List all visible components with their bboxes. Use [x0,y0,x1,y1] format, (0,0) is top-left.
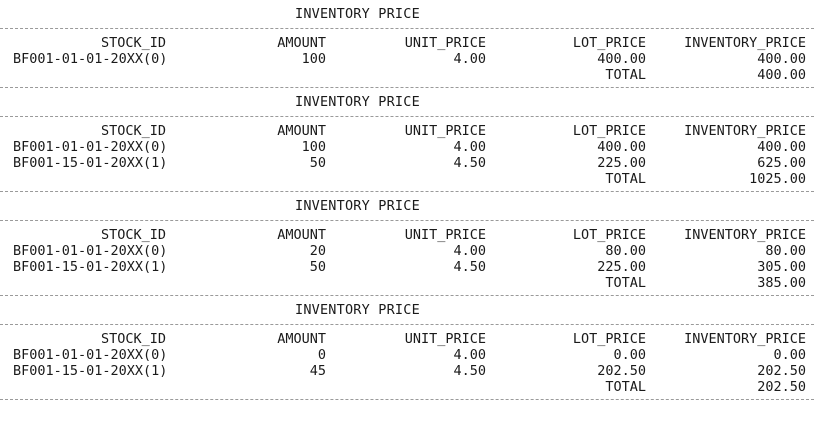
dashed-divider [0,295,814,296]
total-label: TOTAL [605,275,646,291]
table-row: BF001-01-01-20XX(0) 20 4.00 80.00 80.00 [0,243,814,259]
stock-id-cell: BF001-15-01-20XX(1) [13,259,168,275]
total-value: 1025.00 [749,171,806,187]
dashed-divider [0,87,814,88]
unit-price-cell: 4.00 [453,139,486,155]
total-value: 400.00 [757,67,806,83]
lot-price-cell: 225.00 [597,259,646,275]
column-header-lot-price: LOT_PRICE [572,227,646,243]
dashed-divider [0,399,814,400]
inventory-price-cell: 80.00 [765,243,806,259]
total-label: TOTAL [605,171,646,187]
total-label: TOTAL [605,379,646,395]
inventory-price-cell: 625.00 [757,155,806,171]
column-header-lot-price: LOT_PRICE [572,123,646,139]
report-block: INVENTORY PRICE STOCK_ID AMOUNT UNIT_PRICE L… [0,296,814,400]
lot-price-cell: 400.00 [597,139,646,155]
column-header-inventory-price: INVENTORY_PRICE [684,35,806,51]
column-header-unit-price: UNIT_PRICE [404,331,486,347]
inventory-report: INVENTORY PRICE STOCK_ID AMOUNT UNIT_PRICE L… [0,0,814,400]
total-value: 385.00 [757,275,806,291]
total-row: TOTAL 1025.00 [0,171,814,187]
dashed-divider [0,191,814,192]
amount-cell: 50 [309,259,326,275]
report-title-row: INVENTORY PRICE [0,296,814,320]
report-title-row: INVENTORY PRICE [0,192,814,216]
amount-cell: 0 [317,347,326,363]
report-title-row: INVENTORY PRICE [0,0,814,24]
lot-price-cell: 400.00 [597,51,646,67]
column-header-amount: AMOUNT [277,123,326,139]
unit-price-cell: 4.50 [453,155,486,171]
table-row: BF001-15-01-20XX(1) 45 4.50 202.50 202.50 [0,363,814,379]
stock-id-cell: BF001-15-01-20XX(1) [13,155,168,171]
inventory-price-cell: 202.50 [757,363,806,379]
table-header: STOCK_ID AMOUNT UNIT_PRICE LOT_PRICE INVENTO… [0,35,814,51]
stock-id-cell: BF001-01-01-20XX(0) [13,51,168,67]
column-header-stock-id: STOCK_ID [100,331,166,347]
total-value: 202.50 [757,379,806,395]
report-title: INVENTORY PRICE [295,302,420,318]
inventory-price-cell: 400.00 [757,51,806,67]
amount-cell: 50 [309,155,326,171]
table-row: BF001-01-01-20XX(0) 100 4.00 400.00 400.00 [0,51,814,67]
dashed-divider [0,324,814,325]
report-block: INVENTORY PRICE STOCK_ID AMOUNT UNIT_PRICE L… [0,88,814,192]
amount-cell: 20 [309,243,326,259]
stock-id-cell: BF001-01-01-20XX(0) [13,139,168,155]
amount-cell: 100 [301,51,326,67]
lot-price-cell: 0.00 [613,347,646,363]
table-header: STOCK_ID AMOUNT UNIT_PRICE LOT_PRICE INVENTO… [0,227,814,243]
column-header-amount: AMOUNT [277,35,326,51]
column-header-stock-id: STOCK_ID [100,35,166,51]
column-header-amount: AMOUNT [277,331,326,347]
unit-price-cell: 4.00 [453,51,486,67]
report-title: INVENTORY PRICE [295,198,420,214]
report-block: INVENTORY PRICE STOCK_ID AMOUNT UNIT_PRICE L… [0,192,814,296]
column-header-inventory-price: INVENTORY_PRICE [684,123,806,139]
stock-id-cell: BF001-01-01-20XX(0) [13,347,168,363]
total-row: TOTAL 385.00 [0,275,814,291]
column-header-stock-id: STOCK_ID [100,123,166,139]
table-row: BF001-01-01-20XX(0) 100 4.00 400.00 400.00 [0,139,814,155]
lot-price-cell: 202.50 [597,363,646,379]
column-header-unit-price: UNIT_PRICE [404,123,486,139]
inventory-price-cell: 0.00 [773,347,806,363]
unit-price-cell: 4.00 [453,243,486,259]
table-row: BF001-15-01-20XX(1) 50 4.50 225.00 305.00 [0,259,814,275]
table-row: BF001-01-01-20XX(0) 0 4.00 0.00 0.00 [0,347,814,363]
column-header-inventory-price: INVENTORY_PRICE [684,227,806,243]
column-header-lot-price: LOT_PRICE [572,331,646,347]
column-header-inventory-price: INVENTORY_PRICE [684,331,806,347]
column-header-lot-price: LOT_PRICE [572,35,646,51]
inventory-price-cell: 400.00 [757,139,806,155]
stock-id-cell: BF001-15-01-20XX(1) [13,363,168,379]
column-header-stock-id: STOCK_ID [100,227,166,243]
report-title: INVENTORY PRICE [295,6,420,22]
table-row: BF001-15-01-20XX(1) 50 4.50 225.00 625.00 [0,155,814,171]
dashed-divider [0,116,814,117]
stock-id-cell: BF001-01-01-20XX(0) [13,243,168,259]
amount-cell: 45 [309,363,326,379]
lot-price-cell: 80.00 [605,243,646,259]
total-label: TOTAL [605,67,646,83]
report-title: INVENTORY PRICE [295,94,420,110]
unit-price-cell: 4.50 [453,259,486,275]
unit-price-cell: 4.50 [453,363,486,379]
dashed-divider [0,28,814,29]
table-header: STOCK_ID AMOUNT UNIT_PRICE LOT_PRICE INVENTO… [0,123,814,139]
amount-cell: 100 [301,139,326,155]
column-header-unit-price: UNIT_PRICE [404,227,486,243]
total-row: TOTAL 400.00 [0,67,814,83]
dashed-divider [0,220,814,221]
column-header-unit-price: UNIT_PRICE [404,35,486,51]
lot-price-cell: 225.00 [597,155,646,171]
unit-price-cell: 4.00 [453,347,486,363]
table-header: STOCK_ID AMOUNT UNIT_PRICE LOT_PRICE INVENTO… [0,331,814,347]
column-header-amount: AMOUNT [277,227,326,243]
report-title-row: INVENTORY PRICE [0,88,814,112]
inventory-price-cell: 305.00 [757,259,806,275]
total-row: TOTAL 202.50 [0,379,814,395]
report-block: INVENTORY PRICE STOCK_ID AMOUNT UNIT_PRICE L… [0,0,814,88]
